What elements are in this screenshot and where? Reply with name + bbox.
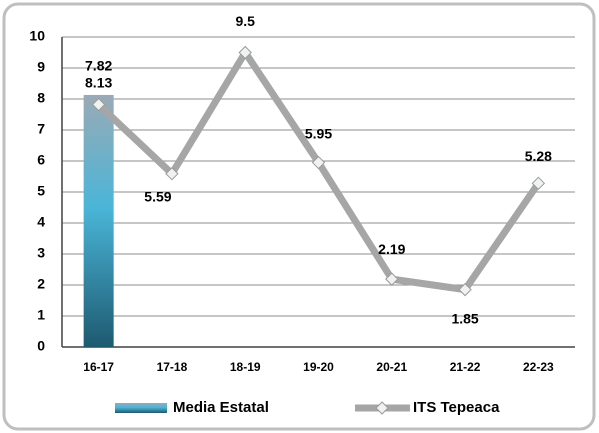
- y-tick-label: 4: [37, 214, 45, 230]
- y-tick-label: 0: [37, 338, 45, 354]
- x-tick-label: 21-22: [450, 360, 481, 374]
- y-tick-label: 7: [37, 121, 45, 137]
- line-value-label: 1.85: [451, 310, 478, 326]
- y-tick-label: 6: [37, 152, 45, 168]
- line-value-label: 5.59: [144, 188, 171, 204]
- y-tick-label: 8: [37, 90, 45, 106]
- line-marker: [238, 45, 252, 60]
- y-tick-label: 2: [37, 276, 45, 292]
- legend-swatch: [115, 403, 167, 413]
- x-tick-label: 18-19: [230, 360, 261, 374]
- bar-value-label: 8.13: [85, 75, 112, 91]
- legend-label: Media Estatal: [173, 399, 269, 416]
- x-tick-label: 17-18: [157, 360, 188, 374]
- y-tick-label: 3: [37, 245, 45, 261]
- line-value-label: 5.95: [305, 125, 332, 141]
- y-tick-label: 1: [37, 307, 45, 323]
- line-value-label: 5.28: [525, 148, 552, 164]
- line-marker: [91, 97, 106, 112]
- y-tick-label: 9: [37, 59, 45, 75]
- line-value-label: 7.82: [85, 57, 112, 73]
- y-tick-label: 10: [29, 28, 45, 44]
- line-marker: [311, 155, 326, 170]
- line-value-label: 9.5: [235, 13, 255, 29]
- legend-label: ITS Tepeaca: [413, 399, 500, 416]
- line-marker: [165, 167, 179, 181]
- x-tick-label: 20-21: [376, 360, 407, 374]
- bar: [83, 94, 114, 347]
- x-tick-label: 16-17: [83, 360, 114, 374]
- line-marker: [458, 282, 472, 297]
- x-tick-label: 19-20: [303, 360, 334, 374]
- x-tick-label: 22-23: [523, 360, 554, 374]
- legend-marker: [375, 401, 389, 415]
- line-marker: [531, 176, 546, 191]
- line-value-label: 2.19: [378, 241, 405, 257]
- line-marker: [385, 272, 399, 286]
- y-tick-label: 5: [37, 183, 45, 199]
